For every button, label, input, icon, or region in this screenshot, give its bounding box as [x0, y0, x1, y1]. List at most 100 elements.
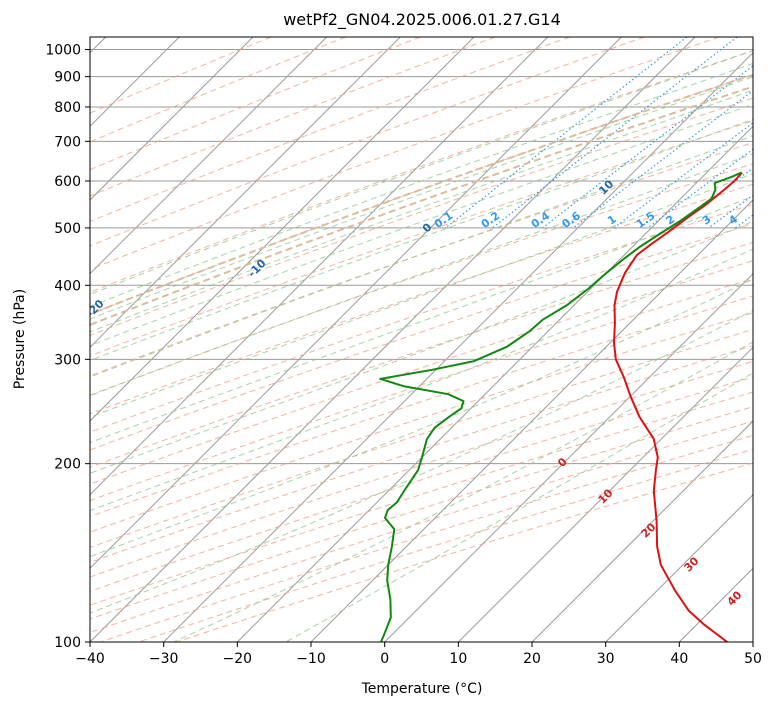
dry-adiabat-line — [90, 37, 421, 171]
isotherm-line — [90, 37, 475, 422]
dry-adiabat-line — [90, 37, 346, 143]
moist-adiabat-line — [90, 89, 753, 333]
special-adiabat-line — [90, 85, 753, 326]
dewpoint-profile-line — [379, 171, 742, 642]
mixing-ratio-lines — [445, 37, 753, 229]
mixing-ratio-line — [672, 167, 753, 229]
dry-adiabat-line — [90, 37, 272, 114]
isotherm-line — [531, 420, 753, 642]
x-tick-label: 20 — [523, 651, 541, 667]
y-tick-label: 700 — [54, 134, 81, 150]
dry-adiabat-line — [90, 37, 645, 247]
mixing-ratio-line — [492, 37, 738, 229]
dry-adiabat-line — [90, 50, 753, 293]
x-tick-label: 0 — [380, 651, 389, 667]
x-axis-ticks: −40 −30 −20 −10 0 10 20 30 40 50 — [75, 642, 762, 667]
moist-adiabat-label: 30 — [682, 554, 702, 574]
isotherm-line — [90, 37, 622, 570]
y-axis-ticks: 100 200 300 400 500 600 700 800 900 1000 — [45, 43, 90, 651]
isotherm-line — [90, 37, 254, 201]
x-tick-label: 40 — [670, 651, 688, 667]
moist-adiabat-line — [173, 341, 753, 642]
mixing-ratio-line — [734, 214, 753, 229]
special-adiabats — [90, 73, 753, 326]
isotherm-line — [90, 37, 696, 642]
y-tick-label: 400 — [54, 278, 81, 294]
y-tick-label: 1000 — [45, 43, 81, 59]
isotherm-line — [90, 37, 328, 275]
mixing-ratio-label: 6 — [765, 212, 775, 227]
moist-adiabats — [90, 50, 753, 642]
mixing-ratio-line — [445, 37, 688, 229]
x-tick-label: −30 — [149, 651, 179, 667]
x-tick-label: 50 — [744, 651, 762, 667]
isotherm-line — [90, 37, 401, 349]
isotherm-grid — [90, 37, 753, 642]
mixing-ratio-label: 2 — [664, 212, 678, 227]
moist-adiabat-label: 0 — [555, 455, 570, 470]
dry-adiabat-line — [90, 37, 720, 271]
dry-adiabat-line — [100, 434, 753, 642]
mixing-ratio-line — [572, 89, 753, 229]
plot-frame — [89, 36, 754, 643]
moist-adiabat-line — [90, 76, 753, 320]
dry-adiabat-line — [90, 120, 753, 357]
isotherm-line — [752, 641, 753, 642]
x-axis-title: Temperature (°C) — [361, 681, 483, 697]
moist-adiabat-line — [90, 173, 753, 418]
moist-adiabat-line — [90, 195, 753, 444]
x-tick-label: −20 — [223, 651, 253, 667]
isotherm-line — [457, 346, 753, 642]
y-tick-label: 100 — [54, 635, 81, 651]
dry-adiabat-line — [90, 222, 753, 451]
y-tick-label: 300 — [54, 352, 81, 368]
isotherm-line — [163, 51, 753, 642]
moist-adiabat-line — [90, 118, 753, 362]
isotherm-line — [90, 37, 549, 496]
chart-title: wetPf2_GN04.2025.006.01.27.G14 — [283, 10, 561, 30]
y-tick-label: 600 — [54, 174, 81, 190]
mixing-ratio-line — [613, 122, 753, 229]
moist-adiabat-line — [90, 50, 753, 295]
x-tick-label: −10 — [296, 651, 326, 667]
dry-adiabat-label: -10 — [245, 256, 268, 279]
dry-adiabat-line — [90, 37, 496, 197]
dry-adiabat-line — [90, 420, 753, 633]
moist-adiabat-line — [90, 63, 753, 308]
dry-adiabats — [90, 37, 753, 642]
dry-adiabat-line — [90, 391, 753, 606]
dry-adiabat-line — [90, 278, 753, 502]
dry-adiabat-line — [90, 97, 753, 336]
dry-adiabat-label: -20 — [83, 297, 106, 320]
dry-adiabat-line — [90, 37, 570, 223]
dry-adiabat-line — [90, 163, 753, 396]
y-axis-title: Pressure (hPa) — [12, 289, 28, 389]
moist-adiabat-line — [90, 153, 753, 397]
x-tick-label: −40 — [75, 651, 105, 667]
isotherm-line — [605, 493, 753, 642]
y-tick-label: 800 — [54, 100, 81, 116]
mixing-ratio-label: 1 — [605, 213, 619, 228]
dry-adiabat-line — [90, 260, 753, 485]
temperature-profile-line — [613, 171, 743, 642]
moist-adiabat-line — [90, 248, 753, 512]
dry-adiabat-line — [90, 141, 753, 377]
plot-area: 0.10.20.40.611.52346810131620253036-100-… — [83, 37, 775, 642]
dry-adiabat-line — [90, 312, 753, 533]
special-adiabat-line — [90, 73, 753, 316]
moist-adiabat-label: 10 — [596, 486, 616, 506]
y-tick-label: 200 — [54, 457, 81, 473]
profile-lines — [379, 171, 743, 642]
x-tick-label: 30 — [597, 651, 615, 667]
moist-adiabat-label: 40 — [725, 588, 745, 608]
moist-adiabat-line — [90, 278, 753, 558]
isotherm-line — [678, 567, 753, 642]
isotherm-line — [384, 272, 753, 642]
isotherm-line — [236, 125, 753, 642]
x-tick-label: 10 — [449, 651, 467, 667]
dry-adiabat-line — [90, 203, 753, 433]
dry-adiabat-line — [90, 360, 753, 578]
dry-adiabat-line — [90, 328, 753, 548]
y-tick-label: 900 — [54, 70, 81, 86]
